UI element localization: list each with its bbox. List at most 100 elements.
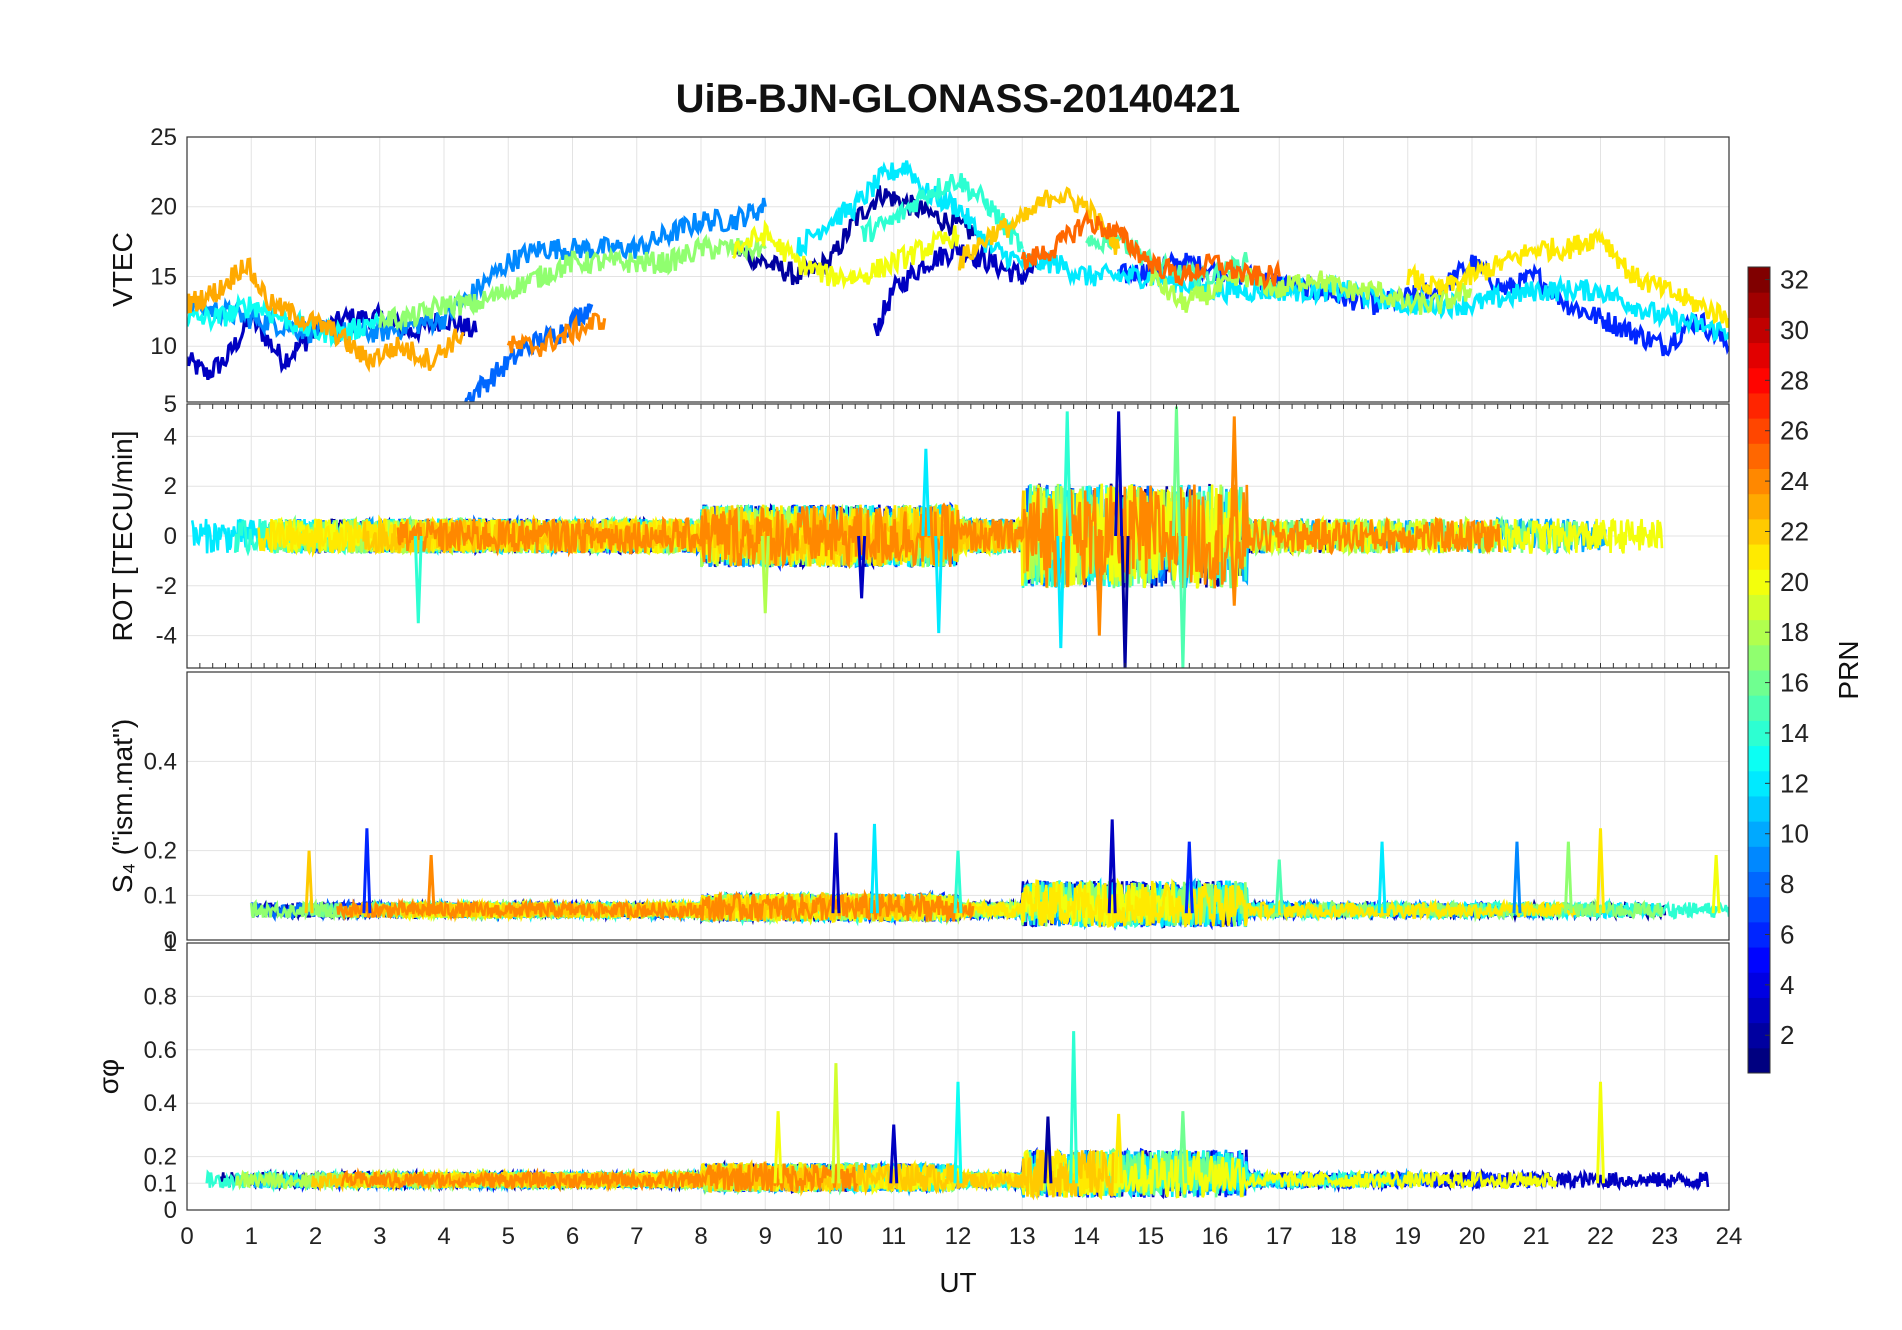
vtec-series-line — [872, 239, 1043, 337]
spike-mark — [1062, 411, 1072, 537]
colorbar-segment — [1748, 947, 1770, 973]
colorbar-segment — [1748, 594, 1770, 621]
spike-mark — [1094, 535, 1104, 636]
spike-mark — [1596, 1081, 1605, 1184]
colorbar-tick-label: 12 — [1780, 768, 1809, 798]
x-tick-label: 18 — [1330, 1223, 1357, 1250]
y-tick-label: 0.1 — [144, 1170, 177, 1197]
x-tick-label: 22 — [1587, 1223, 1614, 1250]
x-tick-label: 2 — [309, 1223, 322, 1250]
colorbar-tick-label: 18 — [1780, 617, 1809, 647]
series-group — [190, 406, 1664, 668]
colorbar-frame — [1747, 266, 1771, 1074]
colorbar-segment — [1748, 695, 1770, 721]
colorbar-segment — [1748, 544, 1770, 570]
spike-mark — [362, 828, 372, 914]
spike-mark — [869, 823, 879, 914]
panel-1: 10 15 20 25 VTEC — [107, 124, 1730, 403]
y-axis-label: VTEC — [107, 232, 138, 307]
colorbar-tick-label: 4 — [1780, 970, 1794, 1000]
x-tick-label: 12 — [945, 1223, 972, 1250]
spike-mark — [1114, 1113, 1124, 1184]
colorbar-segment — [1748, 896, 1770, 923]
spike-mark — [953, 1081, 963, 1184]
spike-mark — [1596, 828, 1605, 914]
panel-2: -4 -2 0 2 4 5 ROT [TECU/min] — [107, 391, 1730, 669]
colorbar-segment — [1748, 1047, 1770, 1074]
spike-mark — [831, 1063, 841, 1184]
x-tick-label: 1 — [245, 1223, 258, 1250]
colorbar-tick-label: 28 — [1780, 365, 1809, 395]
colorbar-segment — [1748, 720, 1770, 747]
y-tick-label: 1 — [164, 930, 177, 957]
y-tick-label: 20 — [150, 194, 177, 221]
spike-mark — [921, 448, 931, 537]
y-tick-label: 10 — [150, 333, 177, 360]
panel-3: 0 0.1 0.2 0.4S₄ ("ism.mat") — [107, 671, 1730, 954]
spike-mark — [953, 850, 963, 914]
colorbar-tick-label: 30 — [1780, 315, 1809, 345]
x-tick-label: 19 — [1394, 1223, 1421, 1250]
colorbar-segment — [1748, 342, 1770, 369]
y-tick-label: 15 — [150, 263, 177, 290]
colorbar-segment — [1748, 745, 1770, 772]
y-tick-label: 0.2 — [144, 838, 177, 865]
colorbar-tick-label: 14 — [1780, 718, 1809, 748]
y-tick-label: 0 — [164, 927, 177, 954]
series-group — [205, 1031, 1710, 1201]
spike-mark — [1512, 841, 1522, 914]
spike-mark — [889, 1124, 899, 1184]
colorbar-tick-label: 26 — [1780, 416, 1809, 446]
colorbar-segment — [1748, 871, 1770, 898]
colorbar-segment — [1748, 518, 1770, 545]
y-tick-label: 0 — [164, 1197, 177, 1224]
spike-mark — [1056, 535, 1066, 649]
colorbar-tick-label: 8 — [1780, 869, 1794, 899]
spike-mark — [1178, 1111, 1188, 1184]
colorbar-tick-label: 20 — [1780, 567, 1809, 597]
x-tick-label: 6 — [566, 1223, 579, 1250]
spike-mark — [760, 535, 770, 614]
colorbar-segment — [1748, 770, 1770, 797]
x-tick-label: 4 — [437, 1223, 450, 1250]
spike-mark — [1184, 841, 1194, 914]
colorbar-segment — [1748, 493, 1770, 520]
spike-mark — [1069, 1031, 1079, 1184]
panel-frame — [186, 942, 1730, 1211]
x-tick-label: 20 — [1459, 1223, 1486, 1250]
colorbar-tick-label: 24 — [1780, 466, 1809, 496]
y-tick-label: 0.6 — [144, 1037, 177, 1064]
x-tick-label: 10 — [816, 1223, 843, 1250]
y-tick-label: -4 — [156, 623, 177, 650]
y-tick-label: 4 — [164, 423, 177, 450]
y-tick-label: 0 — [164, 523, 177, 550]
colorbar-label: PRN — [1833, 640, 1864, 699]
colorbar-segment — [1748, 644, 1770, 671]
spike-mark — [1563, 841, 1573, 914]
y-tick-label: 0.8 — [144, 983, 177, 1010]
vtec-series-line — [378, 233, 767, 333]
vtec-series-line — [1149, 267, 1473, 316]
x-tick-label: 23 — [1651, 1223, 1678, 1250]
y-tick-label: 0.2 — [144, 1144, 177, 1171]
colorbar-segment — [1748, 670, 1770, 696]
y-axis-label: ROT [TECU/min] — [107, 430, 138, 641]
x-tick-label: 11 — [881, 1223, 906, 1250]
y-tick-label: 0.4 — [144, 748, 177, 775]
colorbar-segment — [1748, 795, 1770, 822]
colorbar-segment — [1748, 1022, 1770, 1049]
x-axis-label: UT — [939, 1267, 976, 1298]
colorbar-tick-label: 6 — [1780, 919, 1794, 949]
vtec-series-line — [860, 173, 1024, 253]
x-tick-label: 0 — [180, 1223, 193, 1250]
x-tick-label: 8 — [694, 1223, 707, 1250]
colorbar-segment — [1748, 392, 1770, 419]
x-tick-label: 14 — [1073, 1223, 1100, 1250]
y-axis-label: S₄ ("ism.mat") — [107, 719, 138, 893]
y-tick-label: 2 — [164, 473, 177, 500]
spike-mark — [1043, 1116, 1053, 1184]
colorbar-segment — [1748, 292, 1770, 318]
colorbar-segment — [1748, 468, 1770, 495]
noise-series-line — [396, 483, 1501, 589]
